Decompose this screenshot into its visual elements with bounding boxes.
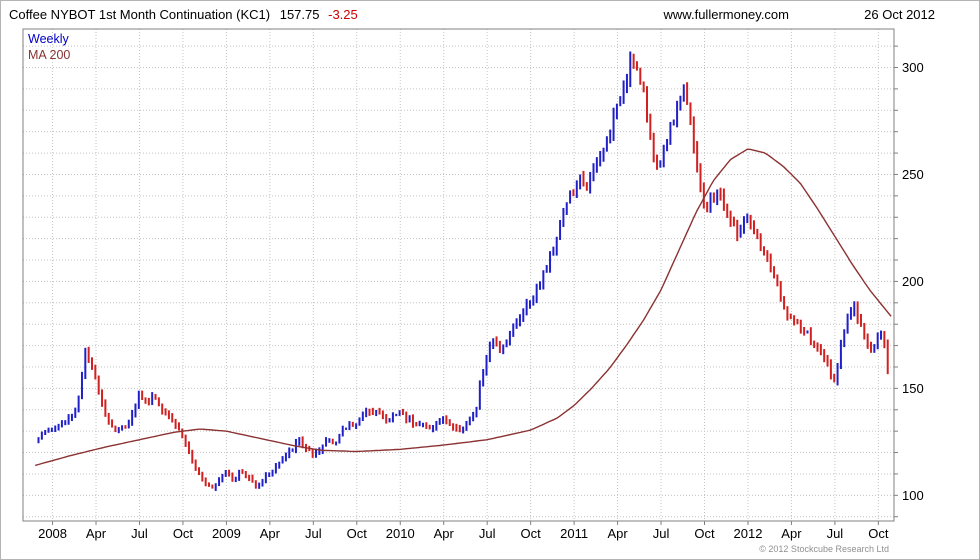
svg-text:2009: 2009 [212,526,241,541]
svg-text:Oct: Oct [868,526,889,541]
price-chart-svg: 100 150 200 250 300 2008 Apr Jul Oct 2009 Apr Jul Oc… [22,28,924,541]
chart-header: Coffee NYBOT 1st Month Continuation (KC1… [1,1,979,27]
svg-text:300: 300 [902,60,924,75]
legend-ma-200: MA 200 [28,48,71,62]
svg-text:Oct: Oct [173,526,194,541]
date-label: 26 Oct 2012 [864,7,935,22]
svg-text:Apr: Apr [781,526,802,541]
svg-text:Apr: Apr [434,526,455,541]
svg-text:Jul: Jul [479,526,496,541]
price-bars [37,51,889,491]
svg-text:Apr: Apr [86,526,107,541]
svg-text:Jul: Jul [653,526,670,541]
title-group: Coffee NYBOT 1st Month Continuation (KC1… [9,7,358,22]
last-price: 157.75 [279,7,320,22]
grid-lines [23,29,898,525]
svg-text:Oct: Oct [347,526,368,541]
svg-text:100: 100 [902,488,924,503]
svg-text:Jul: Jul [305,526,322,541]
ma-line [35,148,892,467]
svg-text:150: 150 [902,381,924,396]
website-link[interactable]: www.fullermoney.com [663,7,789,22]
svg-text:250: 250 [902,167,924,182]
svg-text:Jul: Jul [827,526,844,541]
x-axis-labels: 2008 Apr Jul Oct 2009 Apr Jul Oct 2010 Apr Jul Oct 2… [38,526,889,541]
svg-text:Apr: Apr [607,526,628,541]
svg-text:Oct: Oct [521,526,542,541]
svg-text:Jul: Jul [131,526,148,541]
svg-text:2010: 2010 [386,526,415,541]
svg-text:200: 200 [902,274,924,289]
svg-text:2011: 2011 [560,526,588,541]
svg-text:2008: 2008 [38,526,67,541]
legend-timeframe: Weekly [28,32,69,46]
svg-text:Apr: Apr [260,526,281,541]
plot-frame [22,28,895,522]
chart-title: Coffee NYBOT 1st Month Continuation (KC1… [9,7,271,22]
copyright-notice: © 2012 Stockcube Research Ltd [759,544,889,554]
svg-text:Oct: Oct [694,526,715,541]
price-change: -3.25 [328,7,358,22]
y-axis-labels: 100 150 200 250 300 [902,60,924,503]
svg-text:2012: 2012 [734,526,763,541]
